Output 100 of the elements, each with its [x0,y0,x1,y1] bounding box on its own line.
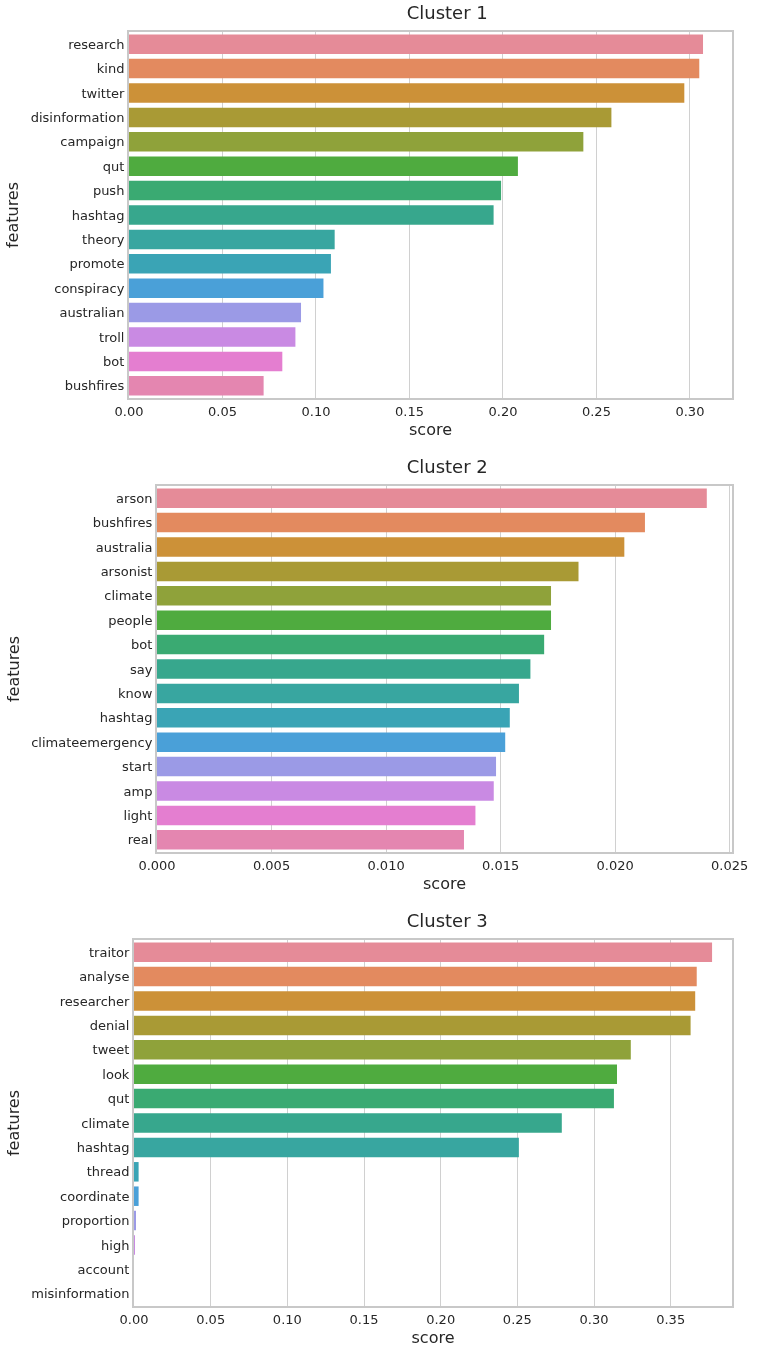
y-tick-label: australia [95,539,153,555]
y-tick-label: traitor [88,944,131,960]
x-tick-label: 0.20 [426,1311,456,1327]
y-tick-label: theory [82,231,125,247]
y-tick-label: account [77,1261,130,1277]
x-tick-label: 0.015 [482,857,520,873]
y-tick-label: campaign [60,134,125,150]
bar [134,1040,631,1060]
x-tick-label: 0.25 [502,1311,532,1327]
x-tick-label: 0.005 [252,857,291,873]
y-tick-label: research [68,36,125,52]
x-axis-title: score [423,873,466,893]
bar [129,278,324,298]
y-tick-label: amp [123,783,153,799]
y-axis-title: features [3,1089,23,1157]
y-tick-label: researcher [59,993,131,1009]
y-tick-label: light [123,807,153,823]
bar [157,610,552,630]
bar [157,830,464,850]
y-tick-label: troll [99,329,125,345]
bar [134,1064,617,1084]
bar [129,376,264,396]
bar [129,83,685,103]
x-tick-label: 0.10 [301,403,331,419]
bar [157,512,645,533]
bar [157,708,510,728]
y-tick-label: climate [81,1115,130,1131]
x-tick-label: 0.05 [196,1311,226,1327]
bar [134,991,696,1011]
x-tick-label: 0.30 [675,403,705,419]
bar [129,351,283,372]
y-tick-label: push [92,183,125,199]
bar [129,107,612,128]
chart-title: Cluster 2 [406,456,488,478]
x-tick-label: 0.010 [367,857,405,873]
bar [134,1113,562,1133]
y-tick-label: hashtag [76,1139,130,1155]
y-tick-label: start [122,759,153,775]
x-tick-label: 0.00 [114,403,144,419]
y-axis-title: features [3,635,23,703]
bar [129,327,296,347]
bar [157,805,476,826]
bar [157,659,531,679]
x-tick-label: 0.10 [272,1311,302,1327]
y-tick-label: real [127,832,153,848]
y-tick-label: climate [104,588,153,604]
bar [129,302,302,323]
bar [157,537,625,557]
y-tick-label: arsonist [100,563,153,579]
bar [129,132,584,152]
bar [129,205,494,225]
y-tick-label: climateemergency [31,734,153,750]
bar [134,942,713,962]
bar [129,156,518,176]
y-tick-label: twitter [81,85,126,101]
bar [129,229,335,250]
y-tick-label: disinformation [30,109,125,125]
y-tick-label: proportion [61,1213,130,1229]
x-tick-label: 0.15 [349,1311,379,1327]
y-tick-label: bot [131,637,153,653]
y-tick-label: bushfires [64,378,125,394]
y-tick-label: denial [89,1017,130,1033]
x-tick-label: 0.020 [596,857,634,873]
bar [129,180,502,201]
y-tick-label: tweet [92,1042,130,1058]
bar [157,781,494,801]
x-tick-label: 0.15 [394,403,424,419]
x-tick-label: 0.35 [656,1311,686,1327]
x-tick-label: 0.000 [138,857,176,873]
y-tick-label: look [102,1066,130,1082]
chart-title: Cluster 3 [406,910,488,932]
y-tick-label: bot [103,353,125,369]
y-tick-label: australian [59,305,125,321]
x-tick-label: 0.20 [488,403,518,419]
bar [134,1137,519,1158]
bar [134,1162,139,1182]
y-tick-label: bushfires [92,515,153,531]
x-axis-title: score [409,419,452,439]
x-tick-label: 0.30 [579,1311,609,1327]
chart-title: Cluster 1 [406,2,488,24]
x-tick-label: 0.05 [208,403,237,419]
bar [157,488,707,508]
bar [134,1186,139,1206]
x-tick-label: 0.25 [581,403,611,419]
y-tick-label: know [118,685,153,701]
y-tick-label: hashtag [99,710,153,726]
bar [134,1088,614,1109]
x-tick-label: 0.025 [711,857,749,873]
y-tick-label: say [129,661,153,677]
y-tick-label: promote [69,256,125,272]
y-tick-label: high [101,1237,130,1253]
y-tick-label: qut [102,158,125,174]
bar [157,634,545,655]
bar [129,34,704,54]
bar [129,254,331,274]
y-axis-title: features [3,181,23,249]
y-tick-label: analyse [79,969,130,985]
bar [157,683,519,704]
y-tick-label: arson [116,490,153,506]
y-tick-label: hashtag [71,207,125,223]
